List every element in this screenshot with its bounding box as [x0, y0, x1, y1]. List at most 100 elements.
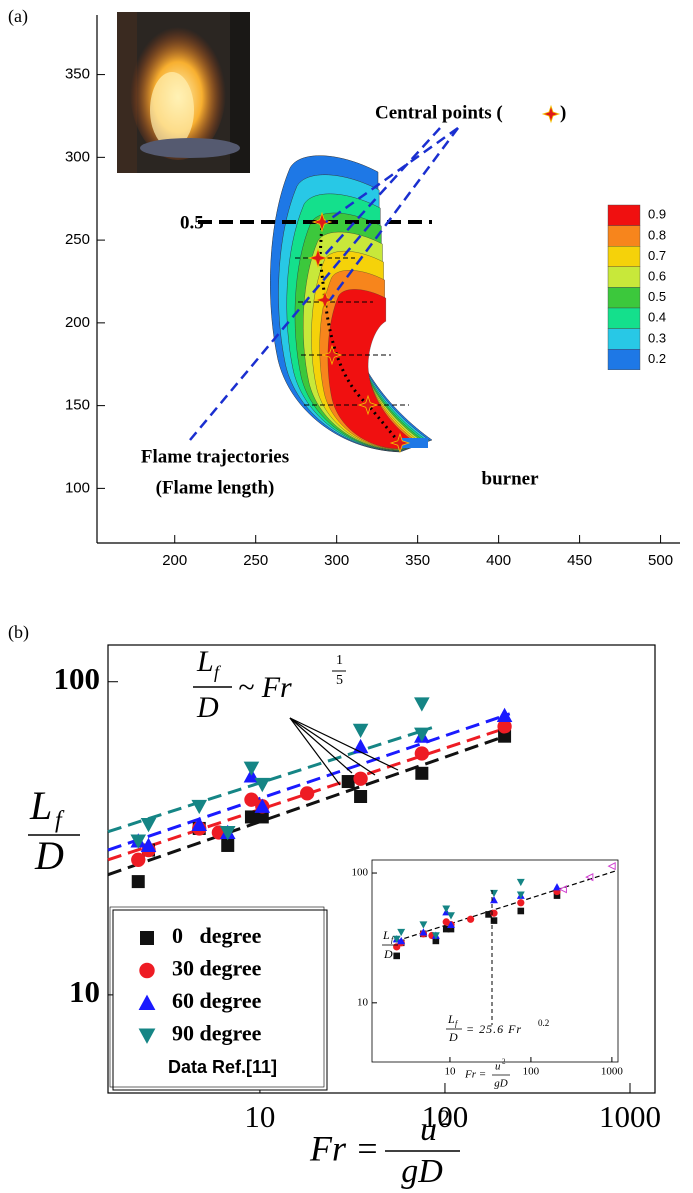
colorbar-band [607, 245, 641, 267]
inset-axis-label: f [391, 935, 395, 944]
inset-data-point [517, 899, 525, 907]
colorbar-label: 0.4 [648, 310, 666, 325]
colorbar-band [607, 328, 641, 350]
fit-line [107, 726, 433, 834]
x-tick-label: 450 [567, 552, 592, 569]
inset-data-point [397, 928, 406, 937]
y-tick-label: 100 [54, 661, 101, 696]
flame-trajectory [318, 221, 402, 445]
inset-data-point [558, 885, 567, 894]
data-point [140, 817, 157, 833]
x-tick-label: 10 [244, 1099, 275, 1134]
colorbar-band [607, 266, 641, 288]
data-point [352, 738, 369, 754]
inset-x-tick-label: 100 [523, 1066, 540, 1078]
data-point [497, 719, 512, 734]
inset-data-point [431, 932, 440, 940]
inset-data-point [516, 891, 525, 899]
inset-data-point [585, 873, 594, 882]
legend-label: 30 degree [172, 956, 262, 981]
data-point [254, 798, 271, 813]
data-point [414, 746, 429, 761]
annotation: Central points ( [375, 102, 503, 123]
plot-frame [107, 644, 656, 1094]
colorbar-label: 0.8 [648, 227, 666, 242]
inset-annotation: f [455, 1019, 459, 1028]
legend-marker [140, 931, 154, 945]
inset-data-point [447, 912, 455, 920]
data-point [221, 838, 235, 852]
inset-data-point [447, 925, 455, 933]
colorbar-label: 0.5 [648, 289, 666, 304]
inset-x-tick-label: 1000 [601, 1066, 624, 1078]
inset-y-tick-label: 100 [352, 867, 369, 879]
pointer-line [328, 127, 460, 301]
inset-data-point [393, 952, 400, 960]
inset-annotation: D [448, 1030, 458, 1044]
y-tick-label: 350 [65, 66, 90, 83]
x-tick-label: 300 [324, 552, 349, 569]
inset-data-point [517, 907, 525, 915]
legend-marker [138, 1028, 156, 1044]
fit-line [107, 733, 511, 877]
legend-shadow [109, 906, 325, 1088]
pointer-line [289, 717, 399, 771]
central-point [321, 344, 343, 366]
pointer-line [289, 717, 376, 776]
y-tick-label: 10 [69, 974, 100, 1009]
y-tick-label: 100 [65, 479, 90, 496]
panel-label: (b) [8, 622, 29, 643]
axis-label: L [29, 783, 52, 828]
data-point [130, 834, 147, 849]
burner [398, 438, 428, 448]
inset-axis-label: L [382, 928, 390, 942]
colorbar-label: 0.3 [648, 330, 666, 345]
inset-data-point [516, 878, 525, 887]
pointer-line [289, 717, 353, 774]
data-point [498, 729, 512, 743]
inset-data-point [490, 917, 498, 924]
colorbar-label: 0.6 [648, 269, 666, 284]
inset-data-point [419, 928, 428, 936]
inset-data-point [397, 936, 406, 945]
inset-annotation: = 25.6 Fr [466, 1022, 522, 1036]
panel-label: (a) [8, 6, 28, 27]
colorbar-band [607, 307, 641, 329]
inset-axis-label: gD [494, 1078, 508, 1090]
inset-data-point [485, 911, 492, 918]
inset-x-tick-label: 10 [444, 1066, 456, 1078]
pointer-line [325, 126, 459, 224]
inset-data-point [466, 915, 475, 923]
inset-data-point [432, 937, 440, 945]
data-point [140, 837, 157, 852]
central-point [389, 432, 411, 454]
data-point [243, 761, 260, 776]
central-point [307, 247, 329, 269]
data-point [255, 810, 269, 824]
colorbar-label: 0.2 [648, 351, 666, 366]
legend-marker [139, 962, 155, 979]
axis-label: 2 [439, 1105, 450, 1130]
inset-annotation: 0.2 [538, 1018, 549, 1028]
inset-axis-label: u [495, 1061, 501, 1073]
data-point [131, 875, 145, 889]
central-point [357, 394, 379, 416]
annotation: D [196, 691, 219, 724]
annotation: 0.5 [180, 212, 204, 233]
data-point [131, 852, 146, 867]
axis-label: Fr = [309, 1128, 379, 1168]
inset-data-point [490, 909, 498, 917]
inset-y-tick-label: 10 [357, 996, 369, 1008]
y-tick-label: 300 [65, 148, 90, 165]
colorbar-band [607, 349, 641, 371]
annotation: f [214, 662, 222, 682]
annotation: Flame trajectories [141, 446, 289, 467]
data-point [341, 775, 355, 789]
legend-label: 60 degree [172, 988, 262, 1013]
inset-fit-line [396, 869, 618, 942]
data-point [244, 792, 259, 807]
axis-label: gD [401, 1153, 443, 1190]
inset-axis-label: D [383, 947, 393, 961]
data-point [191, 799, 208, 815]
